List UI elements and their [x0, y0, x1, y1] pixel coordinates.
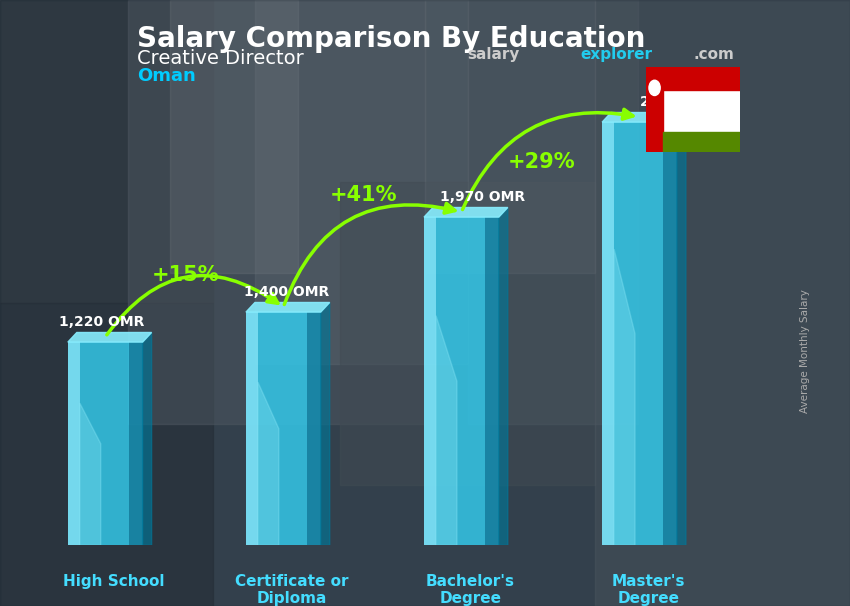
Bar [340, 182, 595, 485]
Text: salary: salary [468, 47, 520, 62]
Text: 1,220 OMR: 1,220 OMR [59, 315, 144, 328]
Text: Salary Comparison By Education: Salary Comparison By Education [138, 25, 646, 53]
Bar [424, 217, 436, 545]
Text: 1,970 OMR: 1,970 OMR [440, 190, 525, 204]
Bar [0, 303, 212, 606]
Bar [602, 122, 677, 545]
Text: Oman: Oman [138, 67, 196, 85]
Text: +29%: +29% [507, 152, 575, 172]
Polygon shape [258, 382, 279, 545]
Text: +15%: +15% [151, 265, 219, 285]
Bar [307, 312, 320, 545]
Text: Certificate or
Diploma: Certificate or Diploma [235, 574, 349, 606]
Polygon shape [320, 302, 330, 545]
Bar [663, 67, 740, 90]
Text: Creative Director: Creative Director [138, 49, 304, 68]
Text: Master's
Degree: Master's Degree [612, 574, 685, 606]
Bar [595, 0, 850, 606]
Bar [68, 342, 80, 545]
Bar [246, 312, 320, 545]
Polygon shape [602, 113, 686, 122]
Bar [485, 217, 499, 545]
Text: Average Monthly Salary: Average Monthly Salary [801, 290, 810, 413]
Bar [0, 0, 212, 303]
Text: 2,540 OMR: 2,540 OMR [639, 95, 725, 109]
Bar [425, 0, 595, 273]
Bar [246, 312, 258, 545]
Bar [664, 122, 677, 545]
Polygon shape [499, 207, 507, 545]
Bar [663, 133, 740, 152]
Bar [68, 342, 143, 545]
Bar [663, 67, 740, 152]
Polygon shape [614, 249, 635, 545]
Bar [129, 342, 143, 545]
Text: +41%: +41% [330, 185, 397, 205]
Polygon shape [68, 333, 151, 342]
Bar [255, 0, 468, 364]
Polygon shape [436, 316, 457, 545]
Text: High School: High School [64, 574, 165, 589]
Bar [646, 67, 663, 152]
Polygon shape [143, 333, 151, 545]
Bar [602, 122, 614, 545]
Text: Bachelor's
Degree: Bachelor's Degree [426, 574, 515, 606]
Circle shape [649, 80, 660, 96]
Text: 1,400 OMR: 1,400 OMR [244, 285, 330, 299]
Polygon shape [80, 403, 101, 545]
Bar [424, 217, 499, 545]
Text: explorer: explorer [581, 47, 653, 62]
Polygon shape [424, 207, 507, 217]
Polygon shape [677, 113, 686, 545]
Bar [468, 0, 638, 424]
Polygon shape [246, 302, 330, 312]
Bar [170, 0, 298, 273]
Text: .com: .com [694, 47, 734, 62]
Bar [128, 0, 425, 424]
